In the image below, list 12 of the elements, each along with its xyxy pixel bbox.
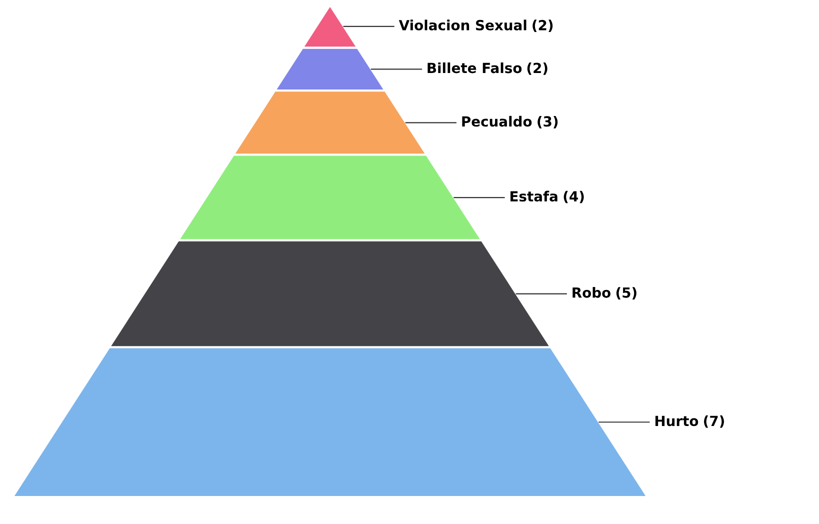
category-label: Billete Falso xyxy=(428,62,522,74)
data-label: (2) xyxy=(527,62,548,75)
category-label: Estafa xyxy=(510,190,558,202)
data-label: (2) xyxy=(532,20,553,32)
category-label: Pecualdo xyxy=(462,116,532,127)
data-label: (5) xyxy=(616,287,636,300)
data-label: (3) xyxy=(538,116,558,128)
data-label: (4) xyxy=(564,190,584,204)
category-label: Hurto xyxy=(655,416,698,426)
category-label: Robo xyxy=(572,287,610,298)
category-label: Violacion Sexual xyxy=(398,20,526,30)
data-label: (7) xyxy=(704,415,724,428)
